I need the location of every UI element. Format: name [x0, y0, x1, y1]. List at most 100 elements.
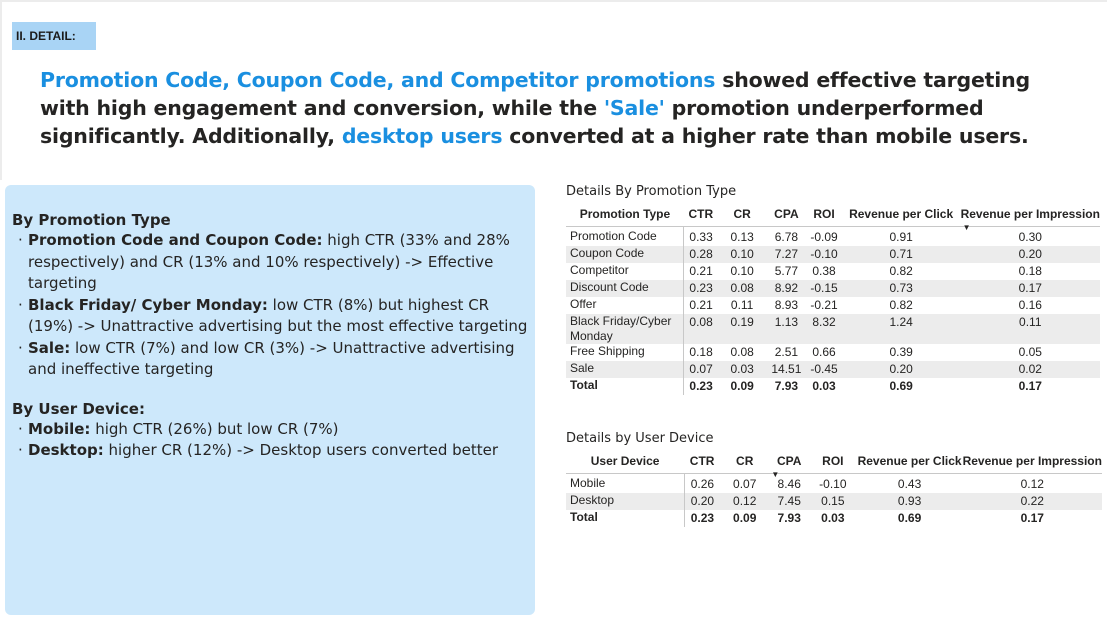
- table-row[interactable]: Desktop 0.20 0.12 7.45 0.15 0.93 0.22: [566, 493, 1102, 510]
- device-table-title: Details by User Device: [566, 431, 714, 446]
- col-header-roi[interactable]: ROI: [813, 207, 835, 221]
- top-border: [0, 0, 1107, 2]
- table-cell: -0.15: [806, 280, 842, 297]
- table-row[interactable]: Offer 0.21 0.11 8.93 -0.21 0.82 0.16: [566, 297, 1100, 314]
- col-header-cpa[interactable]: CPA ▼: [771, 454, 802, 479]
- table-cell: 0.21: [683, 297, 718, 314]
- table-cell: -0.21: [810, 298, 838, 312]
- headline-highlight-sale: 'Sale': [603, 96, 665, 120]
- table-cell: 0.15: [809, 493, 857, 510]
- table-row[interactable]: Discount Code 0.23 0.08 8.92 -0.15 0.73 0.17: [566, 280, 1100, 297]
- table-cell: 0.66: [812, 345, 836, 359]
- table-cell: Sale: [566, 361, 684, 378]
- table-cell: Coupon Code: [566, 246, 684, 263]
- table-cell: 0.09: [733, 511, 757, 525]
- table-cell: 0.12: [720, 493, 770, 510]
- table-cell: 0.08: [717, 280, 767, 297]
- table-cell: 1.13: [766, 314, 807, 344]
- promo-details-table[interactable]: Promotion Type CTR CR CPA ROI Revenue pe…: [566, 202, 1100, 395]
- table-cell: 0.71: [841, 246, 961, 263]
- table-cell: 0.17: [1020, 511, 1044, 525]
- table-cell: 0.03: [812, 379, 836, 393]
- device-insights-heading: By User Device:: [12, 399, 145, 418]
- table-cell: Promotion Code: [566, 226, 684, 246]
- table-cell: 0.91: [841, 226, 961, 246]
- table-cell: 5.77: [774, 264, 799, 278]
- table-row[interactable]: Promotion Code 0.33 0.13 6.78 -0.09 0.91 0.30: [566, 226, 1100, 246]
- left-border: [0, 0, 2, 180]
- table-cell: 0.20: [960, 246, 1100, 263]
- table-row[interactable]: Coupon Code 0.28 0.10 7.27 -0.10 0.71 0.20: [566, 246, 1100, 263]
- table-row[interactable]: Mobile 0.26 0.07 8.46 -0.10 0.43 0.12: [566, 473, 1102, 493]
- table-cell: 0.23: [683, 378, 718, 395]
- table-cell: 8.93: [774, 298, 799, 312]
- table-cell: 0.07: [720, 473, 770, 493]
- table-cell: 0.39: [889, 345, 913, 359]
- table-cell: 8.46: [769, 473, 810, 493]
- table-cell: Offer: [570, 297, 597, 311]
- table-cell: 0.20: [841, 361, 961, 378]
- col-header-user-device[interactable]: User Device: [590, 454, 660, 468]
- table-cell: 0.23: [683, 510, 721, 527]
- col-header-revenue-per-click[interactable]: Revenue per Click: [857, 454, 962, 468]
- table-cell: Black Friday/Cyber Monday: [566, 314, 684, 344]
- headline-text-3: converted at a higher rate than mobile u…: [502, 124, 1029, 148]
- col-header-cpa[interactable]: CPA: [774, 207, 799, 221]
- table-cell: -0.45: [806, 361, 842, 378]
- headline-highlight-promotions: Promotion Code, Coupon Code, and Competi…: [40, 68, 716, 92]
- table-cell: 0.07: [683, 361, 718, 378]
- col-header-ctr[interactable]: CTR: [688, 207, 714, 221]
- table-cell: 0.38: [812, 264, 836, 278]
- device-details-table[interactable]: User Device CTR CR CPA ▼ ROI Revenue per …: [566, 449, 1102, 527]
- table-row[interactable]: Competitor 0.21 0.10 5.77 0.38 0.82 0.18: [566, 263, 1100, 280]
- col-header-promotion-type[interactable]: Promotion Type: [579, 207, 671, 221]
- col-header-roi[interactable]: ROI: [822, 454, 844, 468]
- table-cell: 0.08: [683, 314, 718, 344]
- col-header-revenue-per-impression[interactable]: Revenue per Impression ▼: [960, 207, 1100, 232]
- table-row[interactable]: Sale 0.07 0.03 14.51 -0.45 0.20 0.02: [566, 361, 1100, 378]
- table-cell: 7.93: [777, 511, 801, 525]
- table-cell: Total: [570, 378, 598, 392]
- table-cell: 0.28: [683, 246, 718, 263]
- table-cell: 0.02: [960, 361, 1100, 378]
- table-cell: 0.30: [960, 226, 1100, 246]
- table-cell: 0.69: [897, 511, 922, 525]
- table-cell: 0.18: [1018, 264, 1042, 278]
- promo-insights-heading: By Promotion Type: [12, 211, 171, 229]
- table-cell: -0.10: [809, 473, 857, 493]
- table-cell: 6.78: [766, 226, 807, 246]
- table-cell: 0.21: [683, 263, 718, 280]
- table-cell: 0.23: [683, 280, 718, 297]
- table-total-row[interactable]: Total 0.23 0.09 7.93 0.03 0.69 0.17: [566, 510, 1102, 527]
- table-header-row: User Device CTR CR CPA ▼ ROI Revenue per …: [566, 449, 1102, 479]
- table-cell: 0.43: [856, 473, 963, 493]
- table-cell: 0.17: [960, 280, 1100, 297]
- table-row[interactable]: Free Shipping 0.18 0.08 2.51 0.66 0.39 0.05: [566, 344, 1100, 361]
- table-cell: 0.10: [730, 264, 754, 278]
- table-cell: 7.45: [769, 493, 810, 510]
- table-cell: 0.26: [683, 473, 721, 493]
- table-cell: 0.10: [717, 246, 767, 263]
- table-total-row[interactable]: Total 0.23 0.09 7.93 0.03 0.69 0.17: [566, 378, 1100, 395]
- table-cell: 1.24: [841, 314, 961, 344]
- headline-text-2: promotion underperformed significantly. …: [40, 96, 984, 148]
- col-header-revenue-per-click[interactable]: Revenue per Click: [849, 207, 954, 221]
- table-row[interactable]: Black Friday/Cyber Monday 0.08 0.19 1.13 8.3…: [566, 314, 1100, 344]
- table-cell: 0.03: [717, 361, 767, 378]
- headline-highlight-desktop: desktop users: [341, 124, 503, 148]
- table-cell: 0.82: [889, 298, 913, 312]
- table-cell: 0.11: [730, 298, 754, 312]
- table-cell: 8.92: [766, 280, 807, 297]
- table-cell: 7.93: [774, 379, 799, 393]
- col-header-cr[interactable]: CR: [736, 454, 754, 468]
- col-header-cr[interactable]: CR: [733, 207, 751, 221]
- table-cell: 8.32: [806, 314, 842, 344]
- col-header-ctr[interactable]: CTR: [689, 454, 715, 468]
- table-cell: 0.93: [856, 493, 963, 510]
- table-cell: 0.22: [962, 493, 1102, 510]
- table-cell: 0.08: [730, 345, 754, 359]
- table-cell: 0.20: [683, 493, 721, 510]
- table-cell: Competitor: [570, 263, 629, 277]
- headline: Promotion Code, Coupon Code, and Competi…: [40, 66, 1060, 150]
- col-header-revenue-per-impression[interactable]: Revenue per Impression: [962, 454, 1102, 468]
